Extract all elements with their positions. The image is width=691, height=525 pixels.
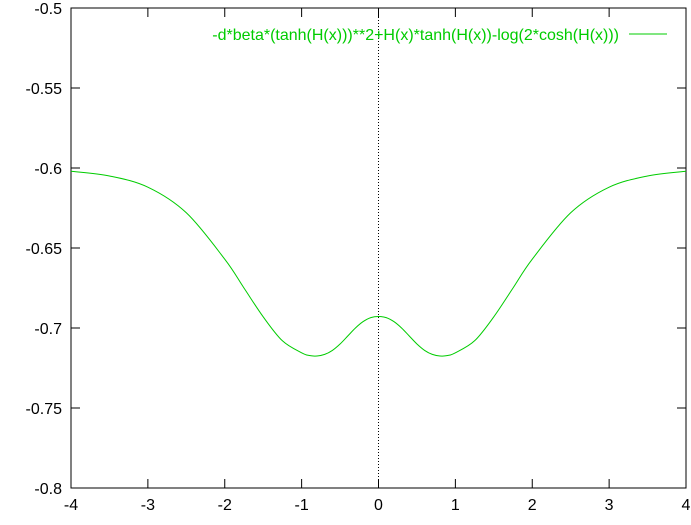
x-tick-label: 1	[451, 497, 460, 514]
y-tick-label: -0.6	[34, 161, 62, 178]
y-tick-label: -0.65	[26, 241, 63, 258]
x-tick-label: 2	[528, 497, 537, 514]
y-tick-label: -0.7	[34, 321, 62, 338]
x-tick-label: 3	[605, 497, 614, 514]
ticks-layer: -4 -3 -2 -1 0 1 2 3 4 -0.8 -0.75 -0.7 -0.65 -0.6 -0.55…	[26, 1, 691, 514]
series-layer	[70, 170, 687, 357]
x-tick-label: -4	[64, 497, 78, 514]
x-tick-label: -2	[218, 497, 232, 514]
legend: -d*beta*(tanh(H(x)))**2+H(x)*tanh(H(x))-…	[212, 27, 667, 44]
y-tick-label: -0.75	[26, 401, 63, 418]
y-tick-label: -0.55	[26, 81, 63, 98]
x-tick-label: 0	[374, 497, 383, 514]
y-tick-label: -0.5	[34, 1, 62, 18]
x-tick-label: 4	[682, 497, 691, 514]
legend-label: -d*beta*(tanh(H(x)))**2+H(x)*tanh(H(x))-…	[212, 27, 619, 44]
x-tick-label: -1	[295, 497, 309, 514]
x-tick-label: -3	[141, 497, 155, 514]
series-line	[70, 170, 687, 357]
y-tick-label: -0.8	[34, 481, 62, 498]
